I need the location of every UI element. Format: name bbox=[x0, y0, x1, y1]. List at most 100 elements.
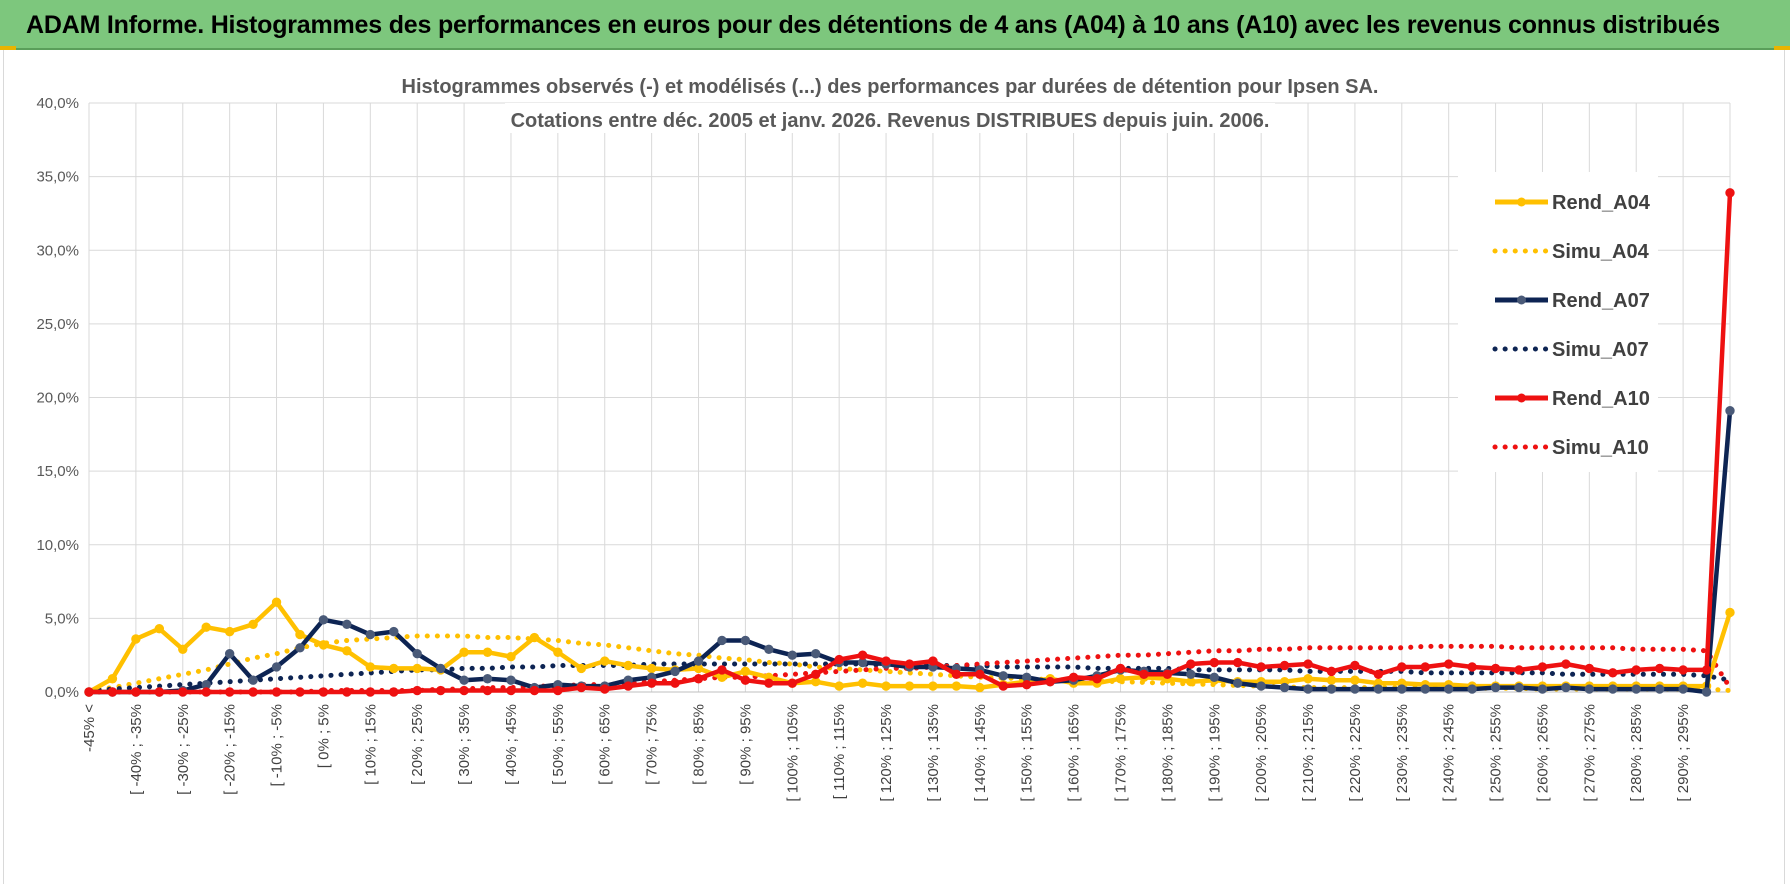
point-rend-a10 bbox=[224, 687, 235, 697]
point-rend-a07 bbox=[1631, 684, 1641, 694]
point-rend-a04 bbox=[412, 663, 422, 674]
point-rend-a10 bbox=[1397, 662, 1407, 672]
point-rend-a04 bbox=[1115, 674, 1126, 684]
point-rend-a07 bbox=[1326, 684, 1337, 694]
legend: Rend_A04 Simu_A04 Rend_A07 Simu_A07 Rend_A10… bbox=[1458, 172, 1658, 472]
point-rend-a07 bbox=[1303, 684, 1313, 694]
corner-mark-right bbox=[1774, 46, 1790, 50]
x-tick-label: [ 0% ; 5% bbox=[315, 704, 332, 768]
chart-title-block: Histogrammes observés (-) et modélisés (… bbox=[398, 70, 1382, 133]
legend-label: Simu_A10 bbox=[1552, 437, 1649, 459]
point-rend-a07 bbox=[670, 666, 680, 677]
point-rend-a07 bbox=[506, 675, 516, 685]
point-rend-a10 bbox=[459, 685, 469, 696]
point-rend-a04 bbox=[201, 622, 211, 632]
point-rend-a10 bbox=[1608, 668, 1618, 678]
point-rend-a04 bbox=[553, 647, 563, 657]
point-rend-a04 bbox=[834, 681, 844, 691]
point-rend-a07 bbox=[1678, 684, 1688, 694]
point-rend-a10 bbox=[131, 687, 141, 697]
series-lines bbox=[84, 188, 1735, 697]
point-rend-a10 bbox=[1701, 665, 1712, 675]
point-rend-a10 bbox=[1279, 660, 1290, 671]
point-rend-a07 bbox=[1186, 669, 1196, 680]
point-rend-a04 bbox=[576, 663, 586, 674]
point-rend-a04 bbox=[646, 663, 657, 674]
point-rend-a10 bbox=[1139, 669, 1149, 680]
x-tick-label: [ 70% ; 75% bbox=[644, 704, 661, 785]
point-rend-a07 bbox=[295, 643, 305, 653]
x-tick-label: [ 220% ; 225% bbox=[1347, 704, 1364, 802]
point-rend-a04 bbox=[482, 647, 493, 657]
point-rend-a04 bbox=[623, 660, 633, 671]
x-tick-label: [ -10% ; -5% bbox=[269, 704, 286, 787]
point-rend-a07 bbox=[1467, 684, 1477, 694]
point-rend-a10 bbox=[1443, 659, 1454, 669]
y-tick-label: 10,0% bbox=[36, 537, 79, 554]
point-rend-a10 bbox=[1420, 662, 1430, 672]
point-rend-a10 bbox=[295, 687, 305, 697]
x-tick-label: [ 190% ; 195% bbox=[1206, 704, 1223, 802]
x-tick-label: [ 160% ; 165% bbox=[1066, 704, 1083, 802]
point-rend-a10 bbox=[740, 675, 751, 685]
point-rend-a10 bbox=[553, 685, 563, 696]
point-rend-a04 bbox=[295, 629, 305, 640]
point-rend-a07 bbox=[998, 671, 1008, 681]
legend-label: Simu_A07 bbox=[1552, 339, 1649, 361]
series-simu-a07 bbox=[86, 661, 1733, 693]
point-rend-a10 bbox=[107, 687, 118, 697]
point-rend-a07 bbox=[1256, 681, 1266, 691]
point-rend-a10 bbox=[1654, 663, 1665, 674]
point-rend-a10 bbox=[248, 687, 258, 697]
x-tick-label: [ 180% ; 185% bbox=[1159, 704, 1176, 802]
x-tick-label: [ 200% ; 205% bbox=[1253, 704, 1270, 802]
y-tick-label: 20,0% bbox=[36, 390, 79, 407]
point-rend-a10 bbox=[1350, 660, 1360, 671]
point-rend-a07 bbox=[1443, 684, 1454, 694]
point-rend-a04 bbox=[365, 662, 376, 672]
point-rend-a10 bbox=[928, 656, 938, 666]
point-rend-a10 bbox=[1162, 669, 1173, 680]
point-rend-a07 bbox=[1701, 687, 1712, 697]
legend-label: Rend_A04 bbox=[1552, 192, 1651, 214]
point-rend-a10 bbox=[951, 669, 962, 680]
point-rend-a04 bbox=[529, 632, 540, 643]
x-tick-label: [ 50% ; 55% bbox=[550, 704, 567, 785]
point-rend-a10 bbox=[435, 685, 446, 696]
point-rend-a10 bbox=[1373, 669, 1384, 680]
legend-marker bbox=[1517, 295, 1526, 305]
point-rend-a10 bbox=[318, 687, 329, 697]
point-rend-a04 bbox=[951, 681, 962, 691]
point-rend-a04 bbox=[928, 681, 938, 691]
point-rend-a10 bbox=[342, 687, 352, 697]
point-rend-a10 bbox=[1326, 666, 1337, 677]
y-axis: 0,0% 5,0% 10,0% 15,0% 20,0% 25,0% 30,0% 35,0% 40… bbox=[36, 95, 79, 701]
legend-label: Rend_A07 bbox=[1552, 290, 1650, 312]
point-rend-a07 bbox=[224, 649, 235, 659]
y-tick-label: 35,0% bbox=[36, 169, 79, 186]
point-rend-a10 bbox=[1186, 659, 1196, 669]
x-axis: -45% < [ -40% ; -35% [ -30% ; -25% [ -20% ;… bbox=[81, 691, 1730, 802]
x-tick-label: [ 170% ; 175% bbox=[1112, 704, 1129, 802]
y-tick-label: 5,0% bbox=[45, 610, 79, 627]
point-rend-a07 bbox=[248, 675, 258, 685]
legend-label: Simu_A04 bbox=[1552, 241, 1650, 263]
point-rend-a10 bbox=[84, 687, 94, 697]
point-rend-a07 bbox=[271, 662, 282, 672]
point-rend-a04 bbox=[1326, 675, 1337, 685]
point-rend-a07 bbox=[1490, 682, 1501, 693]
x-tick-label: [ 270% ; 275% bbox=[1581, 704, 1598, 802]
point-rend-a10 bbox=[717, 665, 727, 675]
point-rend-a10 bbox=[1068, 672, 1079, 682]
x-tick-label: [ 10% ; 15% bbox=[362, 704, 379, 785]
point-rend-a10 bbox=[1537, 662, 1548, 672]
point-rend-a07 bbox=[1584, 684, 1595, 694]
point-rend-a10 bbox=[600, 684, 610, 694]
point-rend-a07 bbox=[693, 656, 704, 666]
point-rend-a07 bbox=[318, 615, 329, 625]
x-tick-label: [ 30% ; 35% bbox=[456, 704, 473, 785]
point-rend-a07 bbox=[482, 674, 493, 684]
point-rend-a04 bbox=[975, 682, 985, 693]
point-rend-a07 bbox=[1350, 684, 1360, 694]
